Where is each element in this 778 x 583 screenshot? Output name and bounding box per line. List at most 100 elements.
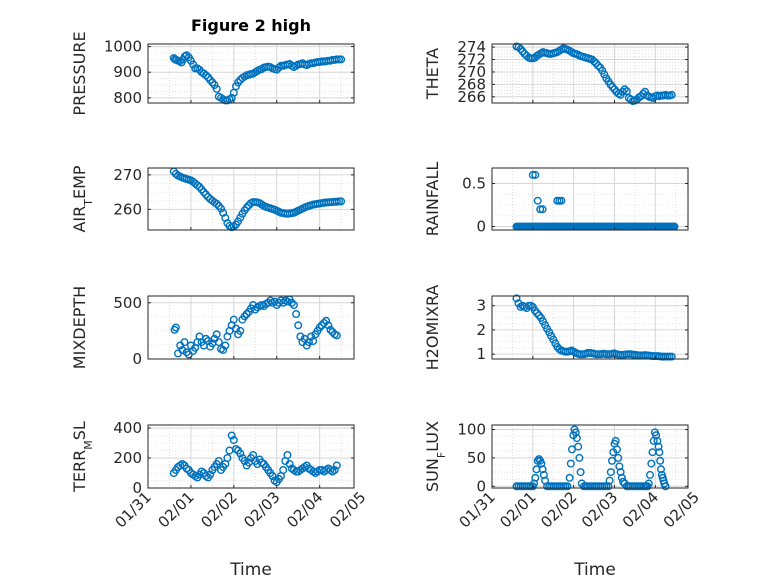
- y-tick-label: 900: [113, 63, 142, 81]
- data-point: [655, 448, 664, 457]
- y-tick-label: 0: [132, 350, 142, 368]
- y-axis-label: TERRMSL: [70, 421, 95, 493]
- data-point: [646, 470, 655, 479]
- y-axis-label: H2OMIXRA: [423, 285, 442, 371]
- data-point: [539, 470, 548, 479]
- data-point: [201, 190, 210, 199]
- data-point: [242, 310, 251, 319]
- axes-box: [491, 43, 689, 104]
- y-tick-label: 1: [476, 345, 486, 363]
- axes-box: [491, 424, 689, 489]
- data-point: [512, 294, 521, 303]
- y-tick-label: 500: [113, 294, 142, 312]
- data-point: [212, 84, 221, 93]
- data-point: [279, 298, 288, 307]
- data-point: [654, 442, 663, 451]
- data-point: [614, 453, 623, 462]
- data-point: [576, 468, 585, 477]
- data-point: [236, 326, 245, 335]
- data-point: [667, 90, 676, 99]
- x-tick-label: 02/04: [283, 488, 326, 531]
- y-tick-label: 400: [113, 419, 142, 437]
- data-point: [240, 457, 249, 466]
- panel-rainfall: 0 0.5 RAINFALL: [423, 162, 689, 236]
- y-tick-label: 3: [476, 297, 486, 315]
- panel-h2omixra: 1 2 3 H2OMIXRA: [423, 285, 689, 371]
- data-point: [518, 47, 527, 56]
- data-point: [326, 325, 335, 334]
- panel-air-temp: 260 270 AIRTEMP: [70, 165, 355, 233]
- data-point: [537, 459, 546, 468]
- y-tick-label: 272: [457, 51, 486, 69]
- data-point: [221, 341, 230, 350]
- data-point: [236, 449, 245, 458]
- data-point: [332, 331, 341, 340]
- data-point: [535, 455, 544, 464]
- figure-title: Figure 2 high: [191, 16, 311, 35]
- data-point: [606, 468, 615, 477]
- x-tick-label: 02/03: [578, 488, 621, 531]
- data-point: [242, 203, 251, 212]
- panel-sun-flux: 0 50 100 SUNFLUX: [423, 421, 689, 495]
- data-point: [189, 60, 198, 69]
- data-point: [309, 337, 318, 346]
- series-markers: [512, 294, 676, 361]
- y-axis-label: SUNFLUX: [423, 421, 448, 492]
- data-point: [568, 445, 577, 454]
- data-point: [287, 298, 296, 307]
- data-point: [657, 465, 666, 474]
- data-point: [653, 436, 662, 445]
- series-markers: [512, 42, 676, 106]
- data-point: [180, 338, 189, 347]
- data-point: [320, 319, 329, 328]
- data-point: [528, 170, 537, 179]
- data-point: [648, 448, 657, 457]
- data-point: [266, 296, 275, 305]
- data-point: [575, 453, 584, 462]
- data-point: [611, 436, 620, 445]
- axes-box: [491, 167, 689, 231]
- panel-mixdepth: 0 500 MIXDEPTH: [70, 286, 355, 369]
- x-tick-label: 02/02: [537, 488, 580, 531]
- y-tick-label: 800: [113, 89, 142, 107]
- axes-box: [147, 295, 355, 360]
- y-tick-label: 0.5: [462, 175, 486, 193]
- y-tick-label: 0: [476, 477, 486, 495]
- data-point: [289, 301, 298, 310]
- data-point: [644, 479, 653, 488]
- x-tick-label: 02/02: [197, 488, 240, 531]
- data-point: [639, 89, 648, 98]
- data-point: [565, 473, 574, 482]
- x-tick-label: 02/05: [326, 488, 369, 531]
- data-point: [330, 466, 339, 475]
- data-point: [557, 196, 566, 205]
- data-point: [647, 459, 656, 468]
- x-axis-label-left: Time: [229, 560, 272, 580]
- data-point: [272, 65, 281, 74]
- y-tick-label: 274: [457, 38, 486, 56]
- data-point: [572, 434, 581, 443]
- panel-terr-msl: 0 200 400 TERRMSL: [70, 419, 355, 497]
- data-point: [240, 312, 249, 321]
- axes-box: [147, 167, 355, 231]
- data-point: [530, 479, 539, 488]
- data-point: [531, 170, 540, 179]
- y-tick-label: 200: [113, 449, 142, 467]
- data-point: [193, 181, 202, 190]
- data-point: [182, 51, 191, 60]
- data-point: [600, 70, 609, 79]
- y-tick-label: 1000: [104, 38, 142, 56]
- data-point: [605, 476, 614, 485]
- data-point: [590, 57, 599, 66]
- data-point: [210, 80, 219, 89]
- data-point: [219, 346, 228, 355]
- data-point: [604, 482, 613, 491]
- series-markers: [169, 167, 346, 232]
- data-point: [201, 334, 210, 343]
- y-axis-label: PRESSURE: [70, 31, 89, 115]
- data-point: [315, 323, 324, 332]
- y-tick-label: 50: [467, 449, 486, 467]
- data-point: [214, 457, 223, 466]
